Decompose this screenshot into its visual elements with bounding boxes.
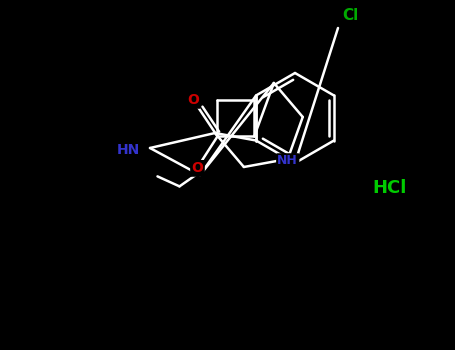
Text: NH: NH bbox=[278, 154, 298, 168]
Text: HN: HN bbox=[117, 143, 140, 157]
Text: Cl: Cl bbox=[342, 8, 358, 23]
Text: O: O bbox=[187, 93, 199, 107]
Text: HCl: HCl bbox=[373, 179, 407, 197]
Text: O: O bbox=[192, 161, 203, 175]
